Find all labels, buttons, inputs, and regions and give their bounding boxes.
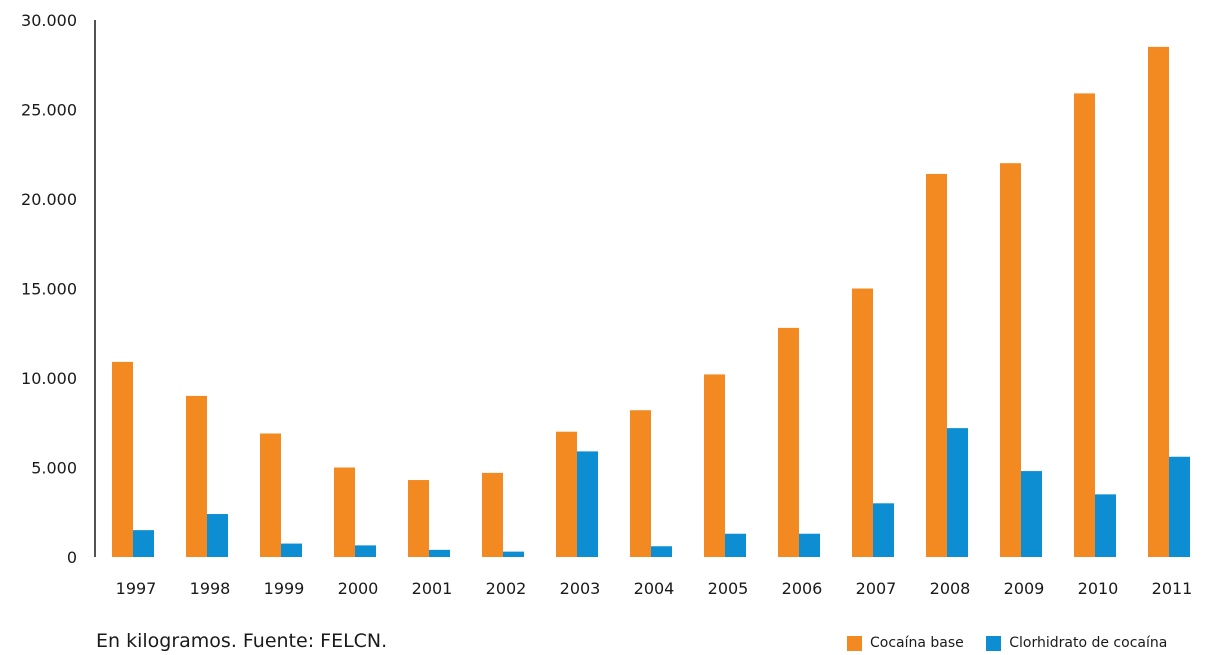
bar-cocaina-base-1999	[260, 433, 281, 557]
bar-cocaina-base-2006	[778, 327, 799, 557]
bar-cocaina-base-1998	[186, 395, 207, 557]
legend: Cocaína base Clorhidrato de cocaína	[847, 635, 1208, 655]
bar-clorhidrato-2005	[725, 533, 746, 557]
x-tick-label: 2005	[708, 579, 749, 598]
legend-swatch-cocaina-base	[847, 635, 862, 651]
y-tick-label: 5.000	[31, 459, 77, 478]
bar-clorhidrato-2002	[503, 551, 524, 557]
y-tick-label: 30.000	[21, 11, 77, 30]
x-tick-label: 1997	[116, 579, 157, 598]
y-tick-label: 0	[67, 548, 77, 567]
x-tick-label: 2008	[930, 579, 971, 598]
bar-clorhidrato-2001	[429, 549, 450, 557]
bar-cocaina-base-2001	[408, 480, 429, 557]
legend-item-clorhidrato: Clorhidrato de cocaína	[986, 635, 1167, 651]
y-axis-ticks: 0 5.000 10.000 15.000 20.000 25.000 30.000	[21, 11, 77, 567]
bar-cocaina-base-2007	[852, 288, 873, 557]
bar-clorhidrato-2003	[577, 451, 598, 557]
legend-label-cocaina-base: Cocaína base	[870, 635, 964, 651]
x-tick-label: 2000	[338, 579, 379, 598]
x-tick-label: 2003	[560, 579, 601, 598]
x-tick-label: 2006	[782, 579, 823, 598]
x-tick-label: 2001	[412, 579, 453, 598]
bar-cocaina-base-2005	[704, 374, 725, 557]
bar-clorhidrato-2007	[873, 503, 894, 557]
legend-swatch-clorhidrato	[986, 635, 1002, 651]
bar-cocaina-base-2002	[482, 472, 503, 557]
x-tick-label: 2009	[1004, 579, 1045, 598]
bar-clorhidrato-1998	[207, 514, 228, 557]
bar-clorhidrato-2000	[355, 545, 376, 557]
bar-clorhidrato-2011	[1169, 456, 1190, 557]
legend-item-cocaina-base: Cocaína base	[847, 635, 964, 651]
bars	[112, 46, 1190, 557]
bar-cocaina-base-2009	[1000, 163, 1021, 557]
x-tick-label: 2010	[1078, 579, 1119, 598]
x-tick-label: 2007	[856, 579, 897, 598]
x-axis-ticks: 1997 1998 1999 2000 2001 2002 2003 2004 2005 2006…	[116, 579, 1193, 598]
y-tick-label: 15.000	[21, 280, 77, 299]
x-tick-label: 2011	[1152, 579, 1193, 598]
y-tick-label: 10.000	[21, 369, 77, 388]
bar-cocaina-base-2010	[1074, 93, 1095, 557]
x-tick-label: 2002	[486, 579, 527, 598]
bar-clorhidrato-2004	[651, 546, 672, 557]
bar-cocaina-base-2008	[926, 173, 947, 557]
y-tick-label: 20.000	[21, 190, 77, 209]
x-tick-label: 1999	[264, 579, 305, 598]
bar-clorhidrato-2008	[947, 428, 968, 557]
legend-label-clorhidrato: Clorhidrato de cocaína	[1009, 635, 1168, 651]
bar-clorhidrato-2009	[1021, 471, 1042, 557]
x-tick-label: 2004	[634, 579, 675, 598]
bar-clorhidrato-2010	[1095, 494, 1116, 557]
bar-cocaina-base-1997	[112, 361, 133, 557]
bar-cocaina-base-2003	[556, 431, 577, 557]
x-tick-label: 1998	[190, 579, 231, 598]
chart-caption: En kilogramos. Fuente: FELCN.	[96, 630, 388, 652]
bar-clorhidrato-1999	[281, 543, 302, 557]
bar-cocaina-base-2004	[630, 410, 651, 557]
bar-cocaina-base-2011	[1148, 46, 1169, 557]
bar-clorhidrato-2006	[799, 533, 820, 557]
bar-clorhidrato-1997	[133, 530, 154, 557]
bar-cocaina-base-2000	[334, 467, 355, 557]
y-tick-label: 25.000	[21, 101, 77, 120]
